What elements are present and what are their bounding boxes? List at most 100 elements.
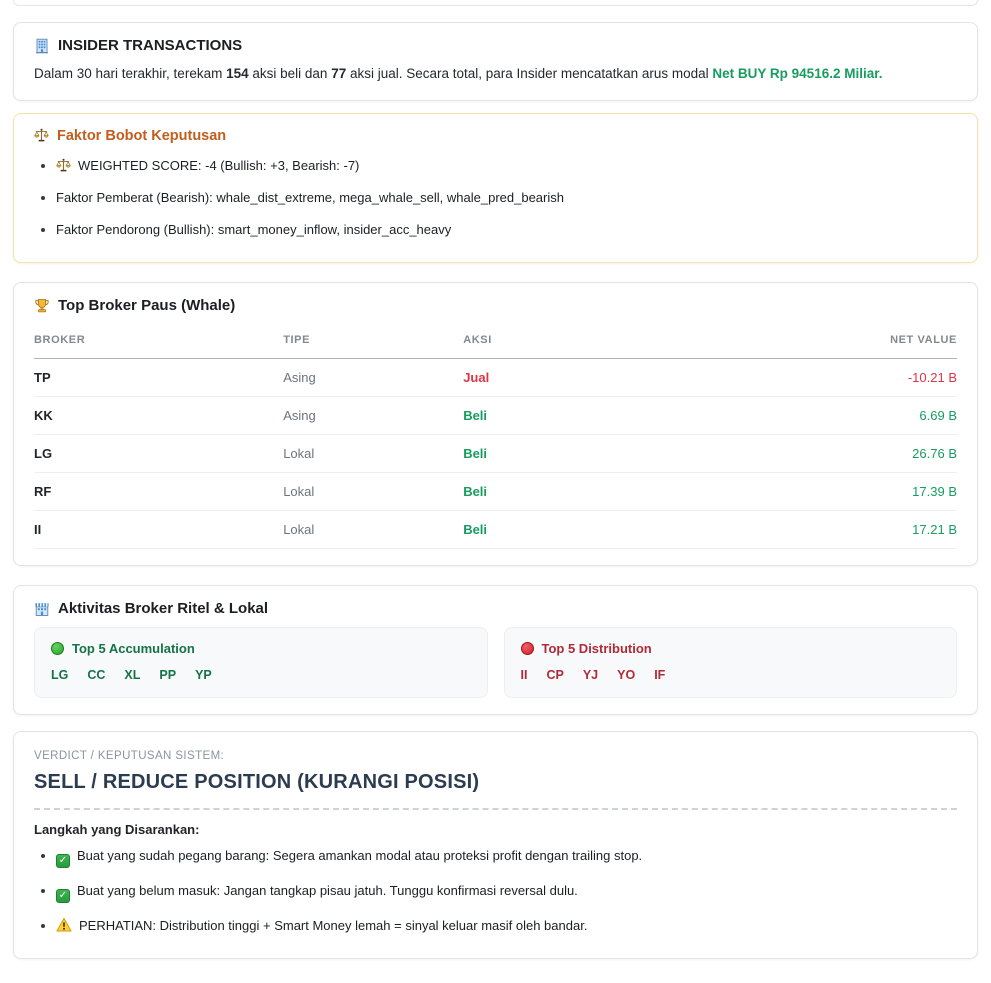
- green-circle-icon: [51, 642, 64, 656]
- net-buy-value: Net BUY Rp 94516.2 Miliar.: [712, 66, 883, 81]
- table-header-row: BROKER TIPE AKSI NET VALUE: [34, 324, 957, 360]
- accumulation-broker-codes: LG CC XL PP YP: [51, 668, 471, 682]
- broker-net-value: 6.69 B: [772, 396, 957, 436]
- whale-brokers-table: BROKER TIPE AKSI NET VALUE TP Asing Jual…: [34, 324, 957, 550]
- distribution-title-text: Top 5 Distribution: [541, 641, 652, 657]
- previous-card-bottom-edge: [13, 0, 978, 6]
- buy-actions-count: 154: [226, 66, 249, 81]
- accumulation-panel: Top 5 Accumulation LG CC XL PP YP: [34, 627, 488, 699]
- accumulation-title-text: Top 5 Accumulation: [72, 641, 195, 657]
- broker-code: TP: [34, 358, 284, 398]
- table-row: II Lokal Beli 17.21 B: [34, 510, 957, 550]
- warning-icon: [56, 917, 72, 933]
- whale-brokers-card: Top Broker Paus (Whale) BROKER TIPE AKSI…: [13, 282, 978, 567]
- broker-type: Asing: [283, 358, 464, 398]
- verdict-decision: SELL / REDUCE POSITION (KURANGI POSISI): [34, 771, 480, 794]
- check-icon: ✓: [56, 854, 70, 869]
- broker-code: II: [520, 668, 528, 683]
- step-text: Buat yang sudah pegang barang: Segera am…: [77, 848, 643, 864]
- scales-icon: [34, 128, 49, 143]
- broker-code: LG: [34, 434, 284, 474]
- broker-code: KK: [34, 396, 284, 436]
- whale-brokers-title-text: Top Broker Paus (Whale): [58, 297, 236, 315]
- insider-transactions-title-text: INSIDER TRANSACTIONS: [58, 37, 243, 54]
- weighted-score-text: WEIGHTED SCORE: -4 (Bullish: +3, Bearish…: [78, 157, 360, 173]
- bullish-factors-text: Faktor Pendorong (Bullish): smart_money_…: [56, 221, 452, 237]
- decision-weight-factors-title-text: Faktor Bobot Keputusan: [57, 127, 227, 144]
- accumulation-panel-title: Top 5 Accumulation: [51, 641, 471, 656]
- broker-code: YJ: [582, 668, 599, 683]
- retail-broker-activity-card: Aktivitas Broker Ritel & Lokal Top 5 Acc…: [13, 585, 978, 716]
- column-header-tipe: TIPE: [283, 324, 464, 360]
- dashed-divider: [34, 808, 957, 811]
- broker-action: Beli: [463, 510, 773, 550]
- bearish-factors-item: Faktor Pemberat (Bearish): whale_dist_ex…: [34, 182, 957, 214]
- step-item-holders: ✓ Buat yang sudah pegang barang: Segera a…: [34, 840, 957, 875]
- column-header-broker: BROKER: [34, 324, 284, 360]
- insider-summary-part1: Dalam 30 hari terakhir, terekam: [34, 66, 227, 81]
- table-row: TP Asing Jual -10.21 B: [34, 358, 957, 398]
- insider-summary-text: Dalam 30 hari terakhir, terekam 154 aksi…: [34, 64, 957, 84]
- broker-type: Asing: [283, 396, 464, 436]
- step-text: PERHATIAN: Distribution tinggi + Smart M…: [79, 918, 588, 934]
- trophy-icon: [34, 298, 50, 314]
- sell-actions-count: 77: [331, 66, 347, 81]
- broker-code: IF: [654, 668, 666, 683]
- broker-action: Beli: [463, 396, 773, 436]
- broker-net-value: 17.39 B: [772, 472, 957, 512]
- factors-list: WEIGHTED SCORE: -4 (Bullish: +3, Bearish…: [34, 150, 957, 247]
- broker-type: Lokal: [283, 510, 464, 550]
- broker-activity-panels: Top 5 Accumulation LG CC XL PP YP Top 5 …: [34, 627, 957, 699]
- broker-code: CP: [546, 668, 564, 683]
- broker-code: II: [34, 510, 284, 550]
- broker-code: LG: [51, 668, 69, 683]
- broker-type: Lokal: [283, 434, 464, 474]
- retail-broker-activity-title: Aktivitas Broker Ritel & Lokal: [34, 600, 957, 617]
- column-header-net-value: NET VALUE: [772, 324, 957, 360]
- department-store-icon: [34, 601, 50, 617]
- decision-weight-factors-title: Faktor Bobot Keputusan: [34, 128, 957, 144]
- broker-action: Jual: [463, 358, 773, 398]
- bearish-factors-text: Faktor Pemberat (Bearish): whale_dist_ex…: [56, 189, 564, 205]
- step-text: Buat yang belum masuk: Jangan tangkap pi…: [77, 883, 578, 899]
- step-item-warning: PERHATIAN: Distribution tinggi + Smart M…: [34, 910, 957, 942]
- distribution-broker-codes: II CP YJ YO IF: [521, 668, 941, 682]
- insider-transactions-card: INSIDER TRANSACTIONS Dalam 30 hari terak…: [13, 22, 978, 101]
- verdict-card: VERDICT / KEPUTUSAN SISTEM: SELL / REDUC…: [13, 731, 978, 960]
- recommended-steps-list: ✓ Buat yang sudah pegang barang: Segera a…: [34, 840, 957, 942]
- bullish-factors-item: Faktor Pendorong (Bullish): smart_money_…: [34, 214, 957, 246]
- decision-weight-factors-card: Faktor Bobot Keputusan WEIGHTED SCORE: -…: [13, 112, 978, 264]
- table-row: KK Asing Beli 6.69 B: [34, 396, 957, 436]
- distribution-panel-title: Top 5 Distribution: [520, 641, 941, 657]
- broker-code: YO: [617, 668, 636, 683]
- whale-brokers-title: Top Broker Paus (Whale): [34, 297, 957, 314]
- red-circle-icon: [520, 642, 534, 656]
- table-row: LG Lokal Beli 26.76 B: [34, 434, 957, 474]
- check-icon: ✓: [56, 889, 70, 904]
- broker-net-value: -10.21 B: [772, 358, 957, 398]
- broker-code: YP: [195, 668, 212, 683]
- recommended-steps-label: Langkah yang Disarankan:: [34, 822, 200, 838]
- broker-code: PP: [159, 668, 177, 683]
- distribution-panel: Top 5 Distribution II CP YJ YO IF: [503, 627, 957, 699]
- broker-net-value: 26.76 B: [772, 434, 957, 474]
- insider-transactions-title: INSIDER TRANSACTIONS: [34, 37, 957, 54]
- verdict-label: VERDICT / KEPUTUSAN SISTEM:: [34, 750, 225, 763]
- broker-action: Beli: [463, 434, 773, 474]
- step-item-not-entered: ✓ Buat yang belum masuk: Jangan tangkap p…: [34, 875, 957, 910]
- column-header-aksi: AKSI: [463, 324, 773, 360]
- broker-type: Lokal: [283, 472, 464, 512]
- weighted-score-item: WEIGHTED SCORE: -4 (Bullish: +3, Bearish…: [34, 150, 957, 182]
- broker-net-value: 17.21 B: [772, 510, 957, 550]
- broker-code: CC: [87, 668, 106, 683]
- scales-icon: [56, 158, 71, 173]
- office-building-icon: [34, 38, 50, 54]
- insider-summary-part3: aksi jual. Secara total, para Insider me…: [346, 66, 713, 81]
- table-row: RF Lokal Beli 17.39 B: [34, 472, 957, 512]
- broker-code: RF: [34, 472, 284, 512]
- insider-summary-part2: aksi beli dan: [248, 66, 332, 81]
- broker-code: XL: [124, 668, 141, 683]
- retail-broker-activity-title-text: Aktivitas Broker Ritel & Lokal: [58, 600, 269, 618]
- broker-action: Beli: [463, 472, 773, 512]
